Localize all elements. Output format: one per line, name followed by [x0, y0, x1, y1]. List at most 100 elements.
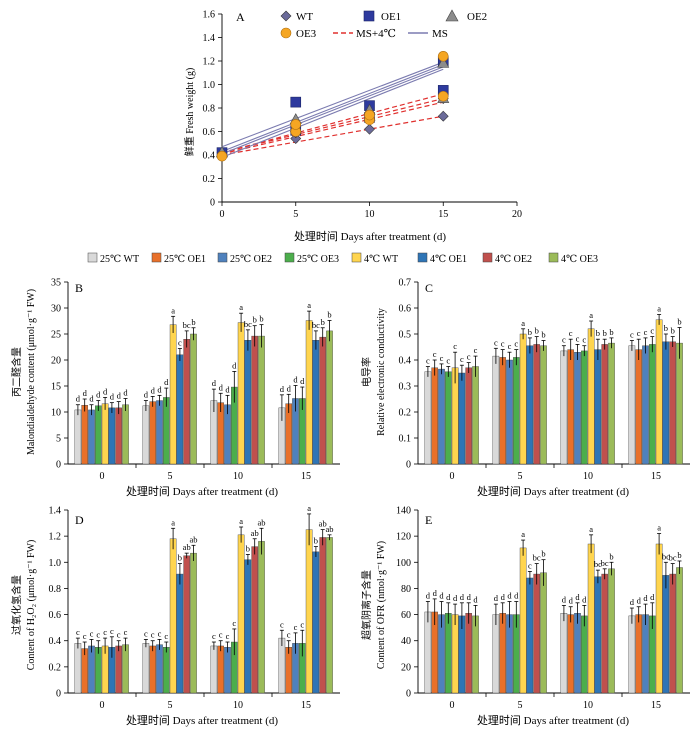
- bar: [608, 568, 615, 694]
- bar-y-tick-label: 0.7: [399, 278, 412, 289]
- significance-letter: b: [541, 549, 545, 559]
- significance-letter: c: [144, 628, 148, 638]
- significance-letter: d: [637, 596, 642, 606]
- significance-letter: d: [630, 597, 635, 607]
- significance-letter: c: [433, 349, 437, 359]
- panel-e-ylabel-en: Content of OFR (nmol·g⁻¹ FW): [376, 541, 387, 669]
- bar: [244, 559, 252, 694]
- bar: [217, 645, 225, 694]
- bar: [319, 537, 327, 694]
- panel-a-y-tick-label: 0.2: [203, 174, 216, 185]
- panel-d-h2o2: D 过氧化氢含量 Content of H₂O₂ (μmol·g⁻¹ FW) 处…: [10, 503, 340, 727]
- bar: [649, 344, 656, 465]
- bar: [499, 613, 507, 694]
- panel-a-point-oe3: [364, 109, 375, 121]
- significance-letter: d: [110, 392, 115, 402]
- significance-letter: bc: [533, 553, 541, 563]
- bar: [210, 645, 218, 694]
- significance-letter: d: [562, 594, 567, 604]
- bar-legend-label: 25℃ WT: [100, 254, 139, 265]
- panel-a-x-tick-label: 20: [512, 209, 522, 220]
- significance-letter: bc: [183, 320, 191, 330]
- significance-letter: b: [609, 327, 613, 337]
- panel-c-ylabel-en: Relative electronic conductivity: [376, 308, 387, 436]
- panel-c-conductivity: C 电导率 Relative electronic conductivity 处…: [360, 278, 690, 498]
- bar: [285, 647, 293, 694]
- panel-a-point-oe2: [437, 56, 450, 68]
- panel-a-legend: WT OE1 OE2 OE3 MS+4℃ MS: [280, 9, 487, 40]
- significance-letter: c: [637, 328, 641, 338]
- significance-letter: a: [307, 300, 311, 310]
- bar: [122, 644, 129, 694]
- bar: [149, 401, 157, 465]
- bar: [526, 577, 534, 694]
- panel-a-point-oe3: [437, 90, 449, 102]
- panel-e-letter: E: [425, 513, 432, 527]
- significance-letter: b: [603, 328, 607, 338]
- bar: [581, 615, 588, 694]
- significance-letter: c: [630, 330, 634, 340]
- bar: [492, 614, 500, 694]
- significance-letter: c: [644, 327, 648, 337]
- bar: [101, 403, 109, 465]
- significance-letter: b: [259, 314, 263, 324]
- panel-a-y-tick-label: 1.6: [203, 10, 216, 21]
- bar: [560, 613, 568, 694]
- bar-y-tick-label: 20: [51, 356, 61, 367]
- significance-letter: d: [287, 383, 292, 393]
- bar-y-tick-label: 0.5: [399, 330, 412, 341]
- significance-letter: d: [225, 384, 230, 394]
- bar: [424, 611, 432, 694]
- bar: [438, 368, 445, 465]
- significance-letter: d: [643, 593, 648, 603]
- bar-x-tick-label: 10: [233, 471, 243, 482]
- bar: [458, 372, 466, 465]
- bar: [642, 345, 649, 465]
- bar: [574, 613, 581, 694]
- bar-y-tick-label: 140: [396, 506, 411, 517]
- significance-letter: d: [89, 394, 94, 404]
- bar: [655, 319, 663, 465]
- bar: [526, 345, 534, 465]
- bar-y-tick-label: 30: [51, 304, 61, 315]
- significance-letter: d: [473, 594, 478, 604]
- bar: [74, 643, 82, 694]
- bar: [635, 349, 642, 465]
- panel-a-point-oe3: [437, 50, 449, 62]
- panel-a-x-tick-label: 0: [220, 209, 225, 220]
- bar: [472, 366, 479, 465]
- bar: [278, 637, 286, 694]
- bar: [169, 538, 177, 694]
- significance-letter: d: [439, 591, 444, 601]
- bar: [540, 572, 547, 694]
- significance-letter: c: [501, 339, 505, 349]
- significance-letter: c: [151, 630, 155, 640]
- bar: [176, 354, 184, 465]
- bar: [176, 573, 184, 694]
- bar: [465, 367, 473, 465]
- significance-letter: c: [164, 631, 168, 641]
- bar: [142, 643, 150, 694]
- bar-y-tick-label: 0: [406, 460, 411, 471]
- panel-a-y-tick-label: 1.2: [203, 57, 216, 68]
- bar: [81, 648, 88, 694]
- bar-x-tick-label: 0: [100, 700, 105, 711]
- bar: [533, 344, 540, 465]
- significance-letter: bc: [669, 553, 677, 563]
- bar-x-tick-label: 10: [583, 471, 593, 482]
- significance-letter: d: [300, 376, 305, 386]
- bar: [326, 330, 333, 465]
- legend-wt-label: WT: [296, 11, 313, 23]
- bar-y-tick-label: 80: [401, 584, 411, 595]
- bar: [567, 349, 574, 465]
- panel-a-point-wt: [364, 123, 375, 135]
- bar: [424, 371, 432, 465]
- significance-letter: d: [76, 394, 81, 404]
- significance-letter: a: [589, 524, 593, 534]
- significance-letter: c: [76, 627, 80, 637]
- significance-letter: d: [280, 384, 285, 394]
- significance-letter: b: [246, 543, 250, 553]
- bar-y-tick-label: 20: [401, 662, 411, 673]
- bar-x-tick-label: 10: [583, 700, 593, 711]
- bar-x-tick-label: 15: [651, 471, 661, 482]
